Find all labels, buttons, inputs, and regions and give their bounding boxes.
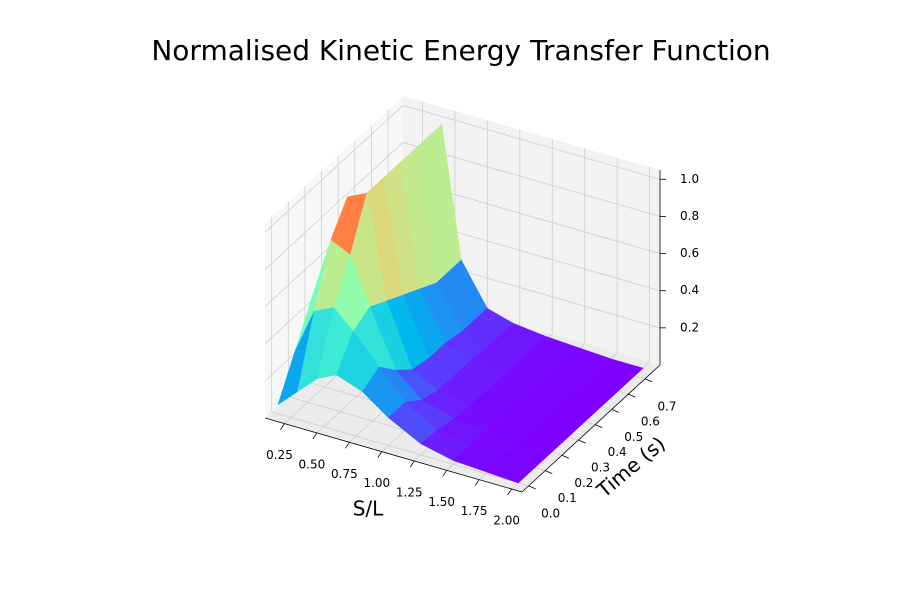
- x-tick-label: 0.25: [266, 448, 293, 462]
- x-tick: [280, 423, 285, 430]
- z-tick-label: 0.8: [680, 209, 699, 223]
- y-tick: [611, 409, 619, 413]
- x-tick-label: 1.25: [396, 485, 423, 499]
- y-axis: [521, 364, 661, 493]
- y-tick-label: 0.2: [574, 476, 593, 490]
- y-tick: [644, 378, 653, 383]
- surface-facet: [485, 456, 536, 484]
- x-tick-label: 2.00: [493, 514, 520, 528]
- y-tick-label: 0.4: [608, 445, 627, 459]
- chart-title: Normalised Kinetic Energy Transfer Funct…: [151, 34, 770, 67]
- z-tick-label: 1.0: [680, 172, 699, 186]
- y-tick-label: 0.3: [591, 460, 610, 474]
- y-tick: [594, 424, 603, 429]
- y-tick-label: 0.6: [641, 415, 660, 429]
- y-tick-label: 0.5: [624, 430, 643, 444]
- y-tick: [545, 470, 553, 474]
- x-tick-label: 1.75: [461, 504, 488, 518]
- y-tick: [561, 454, 570, 459]
- x-tick: [312, 432, 318, 440]
- z-tick-label: 0.6: [680, 246, 699, 260]
- y-tick-label: 0.1: [558, 491, 577, 505]
- x-tick: [442, 470, 448, 477]
- y-tick: [578, 439, 586, 444]
- x-tick-label: 0.75: [331, 467, 358, 481]
- x-tick-label: 0.50: [299, 457, 326, 471]
- y-tick: [528, 485, 536, 490]
- y-tick-label: 0.7: [657, 399, 676, 413]
- x-axis-label: S/L: [353, 497, 384, 521]
- y-tick-label: 0.0: [541, 506, 560, 520]
- grid-line: [264, 142, 404, 270]
- x-tick-label: 1.50: [428, 495, 455, 509]
- z-tick-label: 0.2: [680, 320, 699, 334]
- grid-line: [271, 411, 529, 487]
- x-tick: [345, 442, 350, 449]
- x-tick: [507, 488, 512, 496]
- x-tick: [474, 479, 480, 486]
- x-axis: [264, 417, 523, 493]
- x-tick: [409, 460, 415, 468]
- grid-line: [402, 104, 661, 180]
- z-tick-label: 0.4: [680, 283, 699, 297]
- y-tick: [628, 393, 636, 398]
- x-tick-label: 1.00: [363, 476, 390, 490]
- grid-line: [264, 104, 404, 233]
- x-tick: [377, 451, 383, 458]
